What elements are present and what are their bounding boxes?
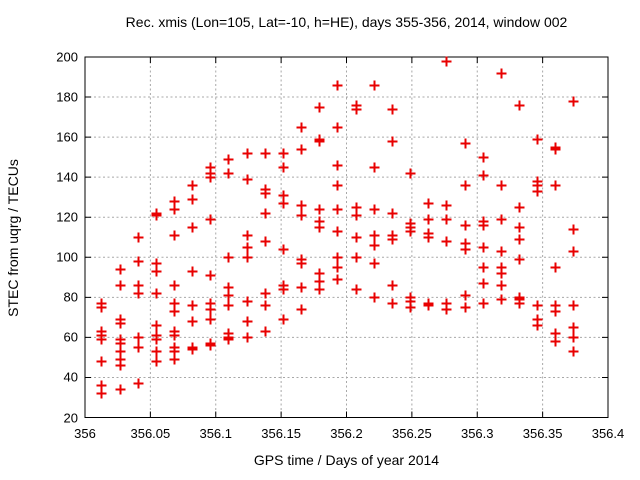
scatter-points xyxy=(96,56,579,399)
y-tick-label: 20 xyxy=(63,410,78,425)
tick-marks xyxy=(84,56,609,418)
x-tick-label: 356.35 xyxy=(522,426,563,441)
x-tick-label: 356.25 xyxy=(391,426,432,441)
y-tick-label: 120 xyxy=(56,209,78,225)
y-tick-label: 200 xyxy=(56,49,78,65)
x-tick-label: 356.3 xyxy=(460,426,494,441)
x-tick-label: 356.4 xyxy=(591,426,625,441)
y-tick-label: 60 xyxy=(63,329,78,345)
x-tick-label: 356.1 xyxy=(199,426,233,441)
x-tick-label: 356.15 xyxy=(261,426,301,441)
x-tick-label: 356.2 xyxy=(330,426,363,441)
y-tick-label: 160 xyxy=(56,129,78,145)
chart-title: Rec. xmis (Lon=105, Lat=-10, h=HE), days… xyxy=(125,14,568,30)
y-tick-label: 100 xyxy=(56,249,78,265)
x-tick-label: 356.05 xyxy=(130,426,171,441)
x-axis-label: GPS time / Days of year 2014 xyxy=(253,452,440,468)
y-tick-label: 80 xyxy=(63,289,78,305)
grid-lines xyxy=(85,57,608,418)
y-tick-label: 40 xyxy=(63,369,78,385)
y-tick-label: 180 xyxy=(56,89,78,105)
y-tick-label: 140 xyxy=(56,169,78,185)
x-tick-label: 356 xyxy=(74,426,96,441)
